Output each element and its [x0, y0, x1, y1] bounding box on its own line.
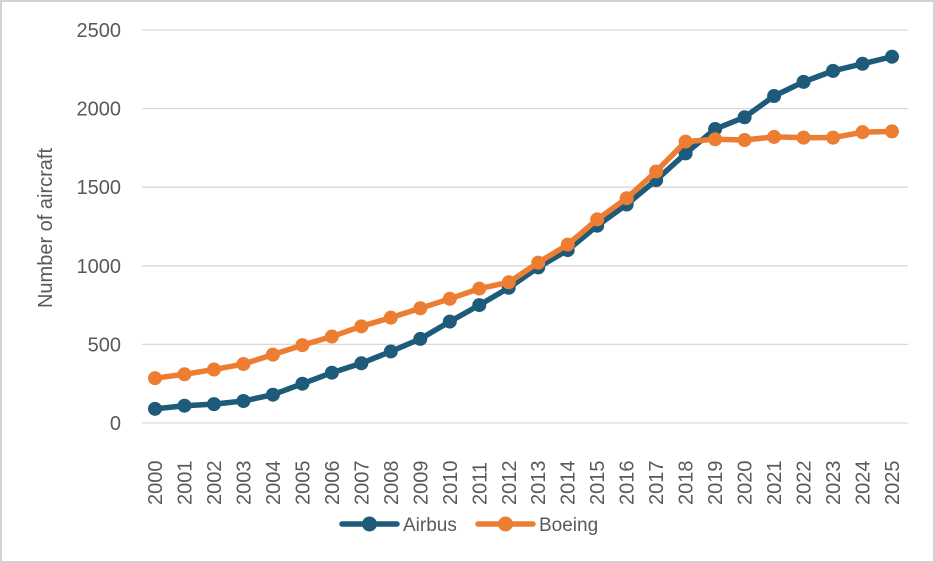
- data-point-marker: [354, 356, 369, 371]
- x-tick-label: 2023: [823, 461, 845, 506]
- legend-item-airbus: Airbus: [339, 515, 457, 536]
- data-point-marker: [649, 164, 664, 179]
- x-tick-label: 2010: [440, 461, 462, 506]
- data-point-marker: [767, 89, 782, 104]
- x-tick-label: 2012: [499, 461, 521, 506]
- data-point-marker: [501, 275, 516, 290]
- data-point-marker: [206, 362, 221, 377]
- x-tick-label: 2004: [263, 461, 285, 506]
- data-point-marker: [708, 132, 723, 147]
- data-point-marker: [324, 365, 339, 380]
- data-point-marker: [236, 393, 251, 408]
- y-tick-label: 1500: [77, 177, 122, 199]
- x-tick-label: 2021: [764, 461, 786, 506]
- x-tick-label: 2007: [351, 461, 373, 506]
- series-group: [148, 49, 899, 416]
- x-tick-label: 2024: [853, 461, 875, 506]
- data-point-marker: [796, 74, 811, 89]
- series-airbus: [148, 49, 899, 416]
- data-point-marker: [767, 129, 782, 144]
- legend-marker-icon: [362, 516, 377, 532]
- data-point-marker: [472, 298, 487, 313]
- legend: Airbus Boeing: [339, 515, 598, 536]
- gridlines: [142, 29, 908, 424]
- x-tick-label: 2011: [469, 462, 491, 505]
- x-tick-label: 2014: [558, 461, 580, 506]
- data-point-marker: [236, 357, 251, 372]
- series-boeing: [148, 124, 899, 386]
- data-point-marker: [855, 56, 870, 71]
- x-tick-label: 2002: [204, 461, 226, 506]
- y-tick-label: 500: [88, 334, 121, 356]
- data-point-marker: [354, 319, 369, 334]
- data-point-marker: [826, 63, 841, 78]
- y-tick-label: 2500: [77, 20, 122, 42]
- data-point-marker: [413, 301, 428, 316]
- data-point-marker: [324, 329, 339, 344]
- data-point-marker: [472, 281, 487, 296]
- data-point-marker: [265, 387, 280, 402]
- data-point-marker: [855, 125, 870, 140]
- data-point-marker: [531, 255, 546, 270]
- x-tick-label: 2019: [705, 461, 727, 506]
- x-tick-label: 2025: [882, 461, 904, 506]
- x-tick-label: 2020: [735, 461, 757, 506]
- x-tick-label: 2008: [381, 461, 403, 506]
- x-tick-label: 2022: [794, 461, 816, 506]
- data-point-marker: [148, 371, 162, 386]
- y-axis-tick-labels: 0 500 1000 1500 2000 2500: [77, 20, 122, 435]
- data-point-marker: [796, 130, 811, 145]
- y-tick-label: 0: [110, 413, 121, 435]
- data-point-marker: [295, 338, 310, 353]
- data-point-marker: [413, 331, 428, 346]
- x-tick-label: 2013: [528, 461, 550, 506]
- data-point-marker: [383, 310, 398, 325]
- data-point-marker: [885, 124, 899, 139]
- x-axis-tick-labels: 2000 2001 2002 2003 2004 2005 2006 2007 2008 2009…: [145, 461, 904, 506]
- data-point-marker: [442, 291, 457, 306]
- data-point-marker: [826, 130, 841, 145]
- y-tick-label: 2000: [77, 99, 122, 121]
- x-tick-label: 2006: [322, 461, 344, 506]
- data-point-marker: [619, 191, 634, 206]
- data-point-marker: [678, 146, 693, 161]
- x-tick-label: 2001: [174, 461, 196, 506]
- legend-series-label: Airbus: [403, 515, 457, 536]
- data-point-marker: [737, 110, 752, 125]
- legend-item-boeing: Boeing: [475, 515, 598, 536]
- data-point-marker: [177, 367, 192, 382]
- x-tick-label: 2018: [676, 461, 698, 506]
- x-tick-label: 2000: [145, 461, 167, 506]
- data-point-marker: [560, 237, 575, 252]
- x-tick-label: 2005: [292, 461, 314, 506]
- x-tick-label: 2009: [410, 461, 432, 506]
- data-point-marker: [206, 397, 221, 412]
- data-point-marker: [383, 344, 398, 359]
- legend-series-label: Boeing: [539, 515, 598, 536]
- data-point-marker: [265, 347, 280, 362]
- data-point-marker: [737, 133, 752, 148]
- data-point-marker: [177, 398, 192, 413]
- y-axis-title: Number of aircraft: [35, 148, 57, 308]
- y-tick-label: 1000: [77, 256, 122, 278]
- data-point-marker: [708, 122, 723, 137]
- data-point-marker: [148, 401, 162, 416]
- data-point-marker: [885, 49, 899, 64]
- data-point-marker: [678, 134, 693, 149]
- x-tick-label: 2016: [617, 461, 639, 506]
- legend-marker-icon: [498, 516, 513, 532]
- x-tick-label: 2015: [587, 461, 609, 506]
- x-tick-label: 2017: [646, 461, 668, 506]
- x-tick-label: 2003: [233, 461, 255, 506]
- data-point-marker: [442, 314, 457, 329]
- data-point-marker: [295, 376, 310, 391]
- series-line-boeing: [152, 128, 895, 381]
- data-point-marker: [590, 212, 605, 227]
